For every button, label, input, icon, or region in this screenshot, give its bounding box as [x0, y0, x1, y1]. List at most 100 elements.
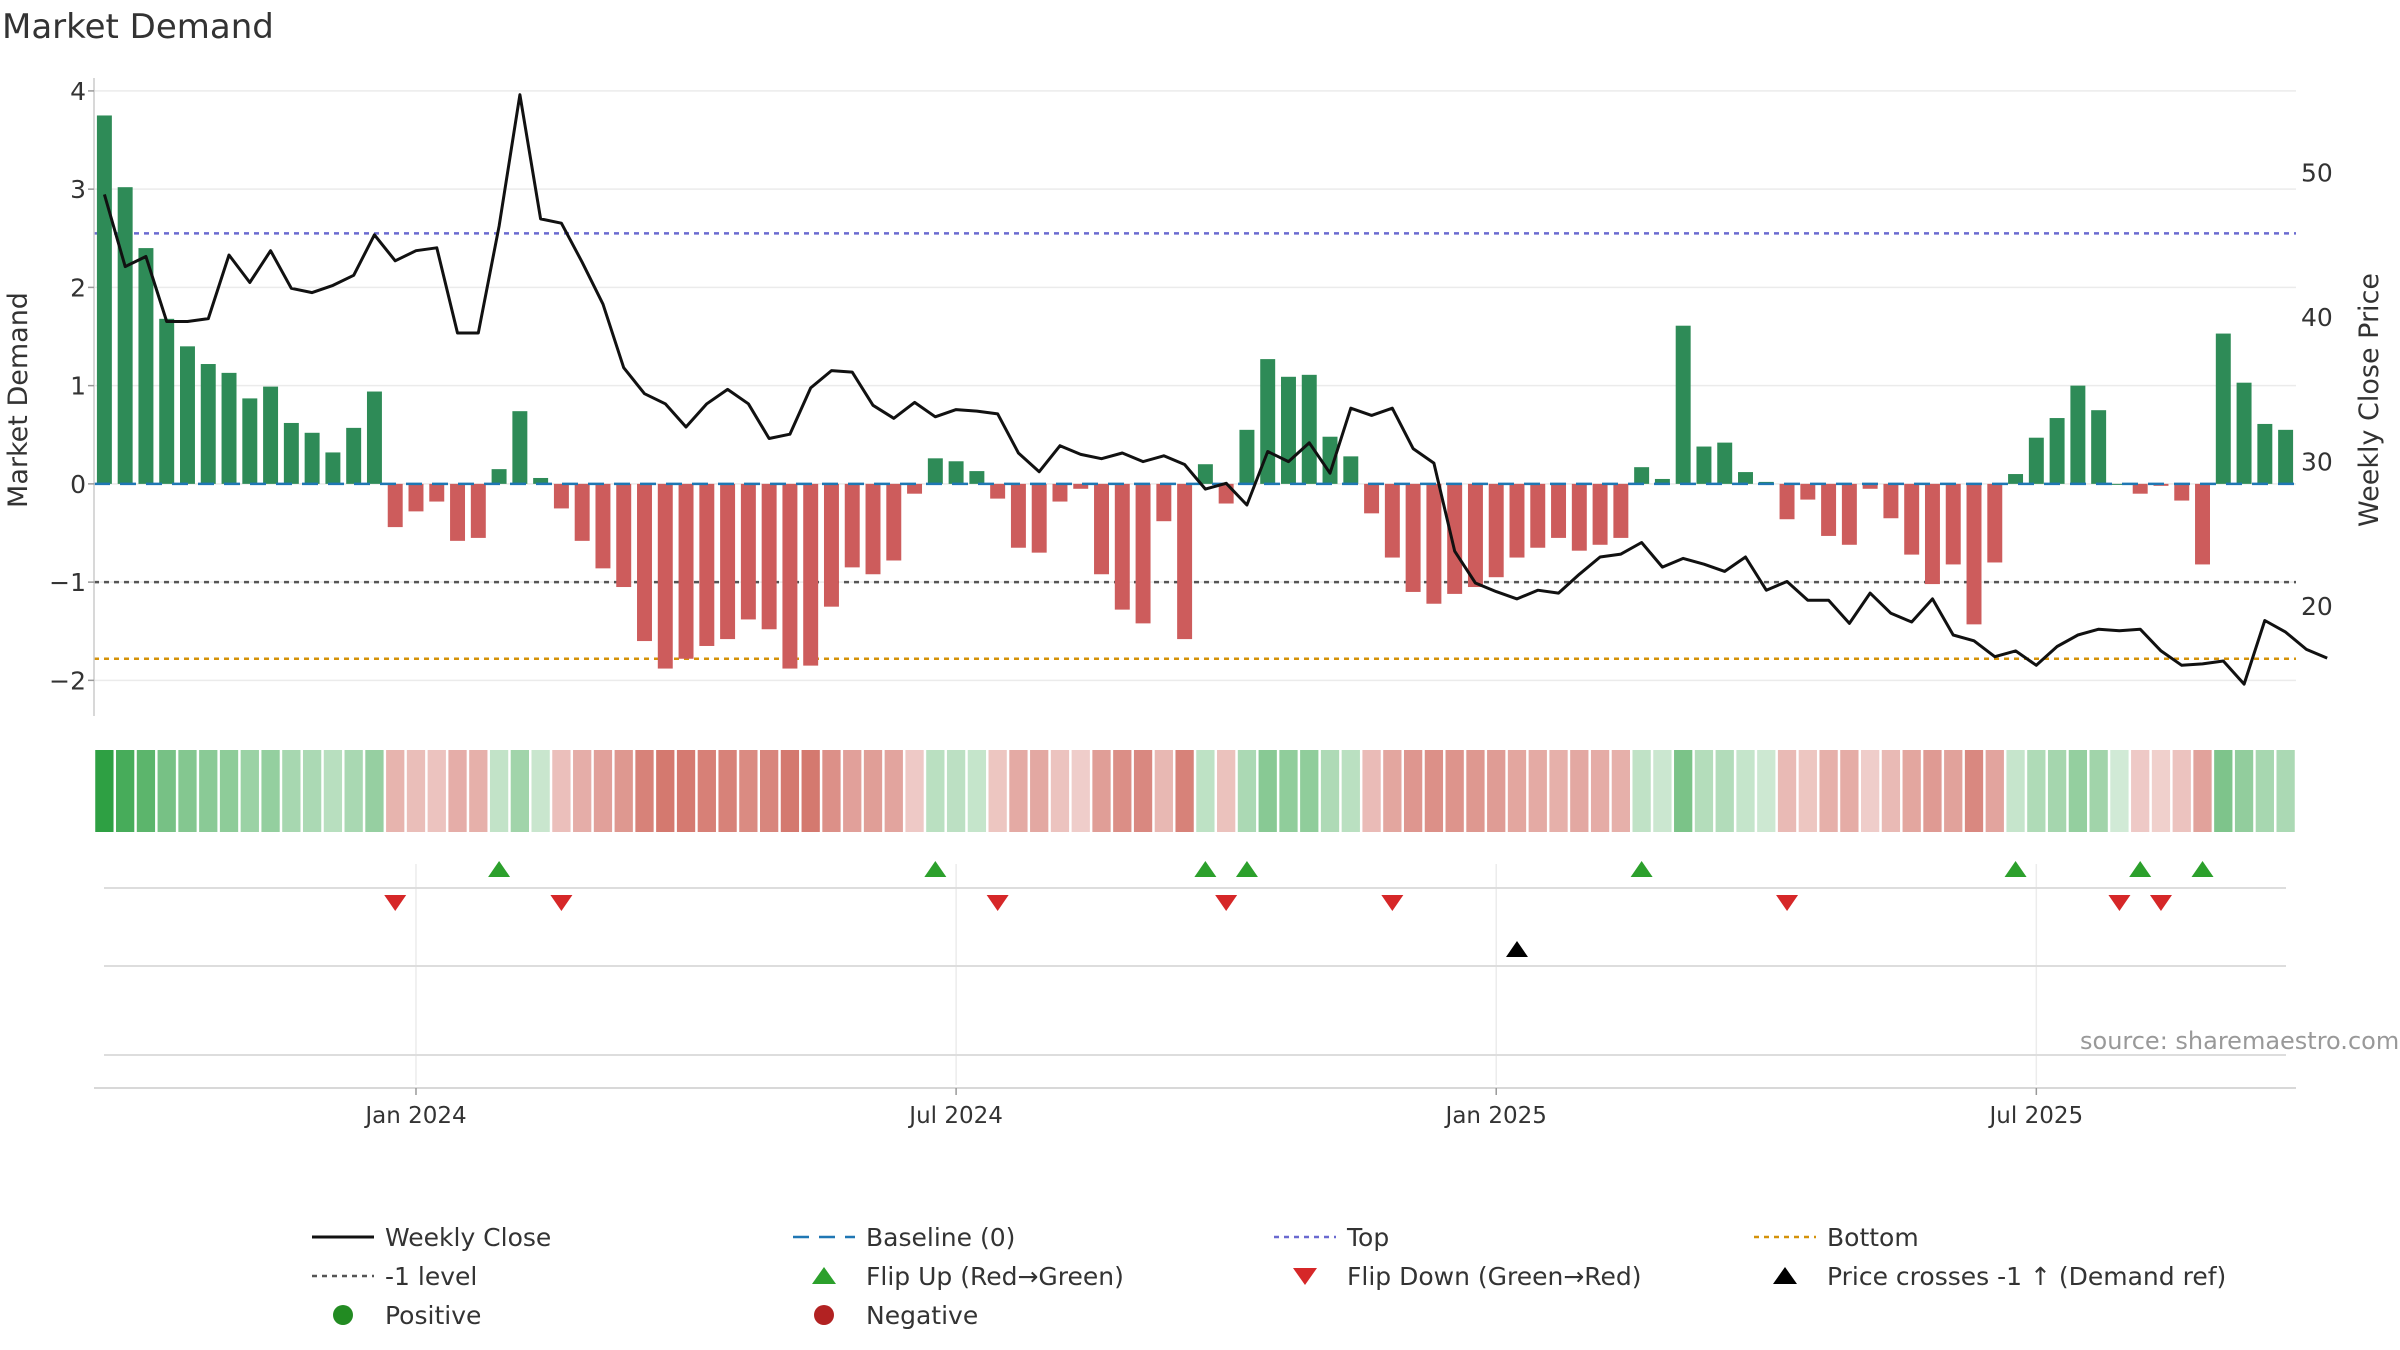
- demand-bar: [1551, 483, 1567, 538]
- demand-bar: [1945, 483, 1961, 565]
- demand-bar: [263, 386, 279, 484]
- demand-bar: [2070, 385, 2086, 484]
- heat-cell: [1674, 750, 1693, 832]
- heat-cell: [1217, 750, 1236, 832]
- heat-cell: [1798, 750, 1817, 832]
- demand-bar: [969, 471, 985, 484]
- demand-bar: [1281, 376, 1296, 484]
- heat-cell: [344, 750, 363, 832]
- heat-cell: [1362, 750, 1381, 832]
- demand-bar: [865, 483, 881, 575]
- heat-cell: [1777, 750, 1797, 832]
- heat-cell: [676, 750, 696, 832]
- demand-bar: [1405, 483, 1421, 592]
- heat-cell: [1736, 750, 1755, 832]
- demand-bar: [1904, 483, 1920, 555]
- demand-bar: [1010, 483, 1026, 548]
- demand-bar: [803, 483, 819, 666]
- heat-cell: [822, 750, 841, 832]
- heat-cell: [1923, 750, 1942, 832]
- demand-bar: [2278, 429, 2294, 484]
- demand-bar: [1135, 483, 1151, 624]
- heat-cell: [1154, 750, 1173, 832]
- heat-cell: [718, 750, 737, 832]
- heat-cell: [2131, 750, 2150, 832]
- demand-bar: [1821, 483, 1837, 536]
- heat-cell: [1113, 750, 1132, 832]
- heat-cell: [406, 750, 426, 832]
- demand-bar: [1322, 436, 1338, 484]
- y2-tick-label: 30: [2301, 448, 2333, 477]
- demand-bar: [595, 483, 611, 569]
- heat-cell: [946, 750, 966, 832]
- heat-cell: [967, 750, 987, 832]
- demand-bar: [720, 483, 736, 640]
- heat-cell: [1840, 750, 1859, 832]
- y-tick-label: 1: [70, 372, 86, 401]
- heat-cell: [1507, 750, 1527, 832]
- flip-up-marker: [2191, 861, 2214, 877]
- demand-bar: [1738, 472, 1753, 484]
- heat-cell: [1611, 750, 1630, 832]
- flip-down-marker: [2149, 895, 2172, 911]
- demand-bar: [1384, 483, 1400, 558]
- y-tick-label: 4: [70, 77, 86, 106]
- demand-bar: [1364, 483, 1380, 514]
- x-tick-label: Jan 2024: [363, 1103, 466, 1129]
- demand-bar: [117, 187, 133, 484]
- heat-cell: [1279, 750, 1298, 832]
- source-note: source: sharemaestro.com: [2080, 1027, 2399, 1055]
- flip-up-marker: [2004, 861, 2027, 877]
- legend-swatch: [814, 1305, 834, 1325]
- demand-bar: [1177, 483, 1193, 640]
- demand-bar: [221, 372, 237, 484]
- heat-cell: [2006, 750, 2025, 832]
- demand-bar: [96, 115, 112, 484]
- heat-cell: [2172, 750, 2191, 832]
- flip-down-marker: [1776, 895, 1799, 911]
- demand-bar: [782, 483, 798, 669]
- price-cross-marker: [1505, 941, 1528, 957]
- heat-cell: [801, 750, 820, 832]
- y2-tick-label: 40: [2301, 303, 2333, 332]
- event-markers: [104, 861, 2286, 1056]
- flip-up-marker: [1630, 861, 1653, 877]
- demand-bar: [553, 483, 569, 509]
- y2-tick-label: 20: [2301, 592, 2333, 621]
- demand-bar: [1031, 483, 1047, 553]
- heat-cell: [573, 750, 592, 832]
- flip-down-marker: [986, 895, 1009, 911]
- heat-cell: [1549, 750, 1568, 832]
- heat-cell: [2255, 750, 2274, 832]
- demand-bar: [844, 483, 860, 568]
- demand-bar: [927, 458, 943, 484]
- heat-cell: [1175, 750, 1194, 832]
- heat-cell: [1071, 750, 1090, 832]
- demand-bar: [1052, 483, 1068, 502]
- heat-cell: [386, 750, 405, 832]
- heat-cell: [552, 750, 571, 832]
- heat-cell: [1694, 750, 1714, 832]
- y-tick-label: 3: [70, 175, 86, 204]
- demand-bar: [1467, 483, 1483, 588]
- weekly-close-path: [102, 93, 2328, 686]
- heat-cell: [635, 750, 654, 832]
- demand-bar: [1654, 478, 1670, 484]
- heat-cell: [95, 750, 114, 832]
- axes: 4 3 2 1 0 −1 −2 50 40 30 20: [49, 77, 2333, 716]
- x-tick-label: Jul 2025: [1988, 1103, 2084, 1129]
- legend-label: Flip Down (Green→Red): [1347, 1262, 1642, 1291]
- demand-bar: [2111, 483, 2127, 485]
- demand-bar: [1675, 325, 1691, 484]
- demand-bar: [1987, 483, 2003, 563]
- y2-axis-label: Weekly Close Price: [2354, 273, 2385, 527]
- heat-cell: [157, 750, 176, 832]
- flip-up-marker: [1235, 861, 1258, 877]
- flip-down-marker: [1215, 895, 1238, 911]
- heat-cell: [926, 750, 945, 832]
- demand-bar: [450, 483, 466, 541]
- heat-cell: [199, 750, 218, 832]
- demand-bar: [990, 483, 1006, 499]
- demand-bar: [512, 411, 528, 484]
- legend-swatch: [1773, 1267, 1797, 1284]
